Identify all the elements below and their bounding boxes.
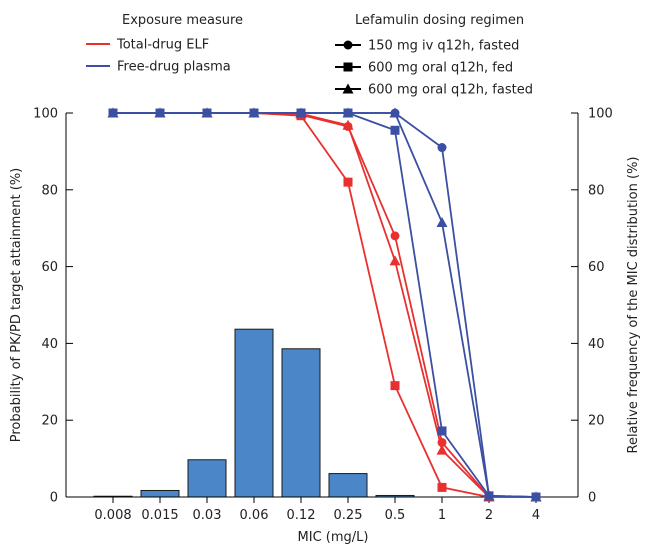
- histogram-bar-0.12: [281, 348, 321, 498]
- y-left-tick-label: 20: [41, 414, 58, 429]
- series-5-point-0.008: [107, 107, 119, 118]
- y-axis-right-title: Relative frequency of the MIC distributi…: [626, 157, 641, 454]
- series-1-point-0.25: [343, 177, 353, 187]
- series-5-point-0.25: [342, 107, 354, 118]
- series-4-point-1: [437, 426, 447, 436]
- x-axis-title: MIC (mg/L): [298, 530, 369, 545]
- series-2-point-0.5: [389, 255, 401, 266]
- legend-exposure-items: Total-drug ELF Free-drug plasma: [86, 38, 231, 75]
- series-5-point-0.12: [295, 107, 307, 118]
- series-2-point-0.25: [342, 119, 354, 130]
- x-tick-label: 0.06: [240, 508, 269, 523]
- series-1-point-0.5: [390, 381, 400, 391]
- histogram-bar-0.06: [234, 328, 274, 498]
- legend-regimen-label: 150 mg iv q12h, fasted: [368, 39, 519, 54]
- axes: 0 0 20 20 40 40 60 60 80 80 100 100 0.008 0.015 0.03 0.…: [33, 107, 613, 524]
- series-5-point-0.015: [154, 107, 166, 118]
- series-2-point-1: [436, 444, 448, 455]
- y-axis-left-title: Probability of PK/PD target attainment (…: [9, 168, 24, 443]
- series-5-point-0.06: [248, 107, 260, 118]
- series-line-0: [113, 112, 536, 498]
- x-tick-label: 0.25: [334, 508, 363, 523]
- series-3-point-1: [437, 143, 447, 153]
- series-5-point-1: [436, 216, 448, 227]
- x-tick-label: 2: [485, 508, 493, 523]
- y-left-tick-label: 0: [50, 491, 58, 506]
- x-tick-label: 0.5: [385, 508, 406, 523]
- series-lines: [107, 107, 542, 502]
- x-tick-label: 1: [438, 508, 446, 523]
- histogram-bars: [93, 328, 415, 498]
- legend: Exposure measure Lefamulin dosing regime…: [86, 13, 533, 98]
- legend-regimen-marker: [343, 62, 353, 72]
- series-line-2: [113, 112, 536, 498]
- y-right-tick-label: 0: [588, 491, 596, 506]
- y-right-tick-label: 100: [588, 107, 613, 122]
- y-right-tick-label: 80: [588, 183, 605, 198]
- y-right-tick-label: 60: [588, 260, 605, 275]
- series-5-point-4: [530, 491, 542, 502]
- y-left-tick-label: 100: [33, 107, 58, 122]
- legend-regimen-title: Lefamulin dosing regimen: [355, 13, 524, 28]
- series-5-point-0.03: [201, 107, 213, 118]
- x-tick-label: 0.03: [193, 508, 222, 523]
- histogram-bar-0.25: [328, 473, 368, 498]
- histogram-bar-0.03: [187, 459, 227, 498]
- legend-exposure-title: Exposure measure: [122, 13, 243, 28]
- series-5-point-0.5: [389, 107, 401, 118]
- series-0-point-0.5: [390, 231, 400, 241]
- y-left-tick-label: 60: [41, 260, 58, 275]
- x-tick-label: 0.008: [94, 508, 131, 523]
- series-4-point-0.5: [390, 125, 400, 135]
- y-left-tick-label: 80: [41, 183, 58, 198]
- legend-regimen-label: 600 mg oral q12h, fasted: [368, 83, 533, 98]
- legend-regimen-items: 150 mg iv q12h, fasted 600 mg oral q12h, …: [335, 39, 533, 98]
- histogram-bar-0.015: [140, 489, 180, 498]
- x-tick-label: 0.12: [287, 508, 316, 523]
- series-line-3: [113, 112, 537, 498]
- y-right-tick-label: 40: [588, 337, 605, 352]
- series-1-point-1: [437, 482, 447, 492]
- legend-regimen-marker: [342, 83, 354, 94]
- x-tick-label: 0.015: [141, 508, 178, 523]
- y-left-tick-label: 40: [41, 337, 58, 352]
- series-line-4: [113, 112, 537, 498]
- legend-exposure-label: Total-drug ELF: [116, 38, 209, 53]
- legend-regimen-label: 600 mg oral q12h, fed: [368, 61, 513, 76]
- legend-regimen-marker: [343, 40, 353, 50]
- x-tick-label: 4: [532, 508, 540, 523]
- series-line-1: [113, 112, 536, 498]
- y-right-tick-label: 20: [588, 414, 605, 429]
- series-line-5: [113, 112, 537, 498]
- legend-exposure-label: Free-drug plasma: [117, 60, 231, 75]
- series-5-point-2: [483, 490, 495, 501]
